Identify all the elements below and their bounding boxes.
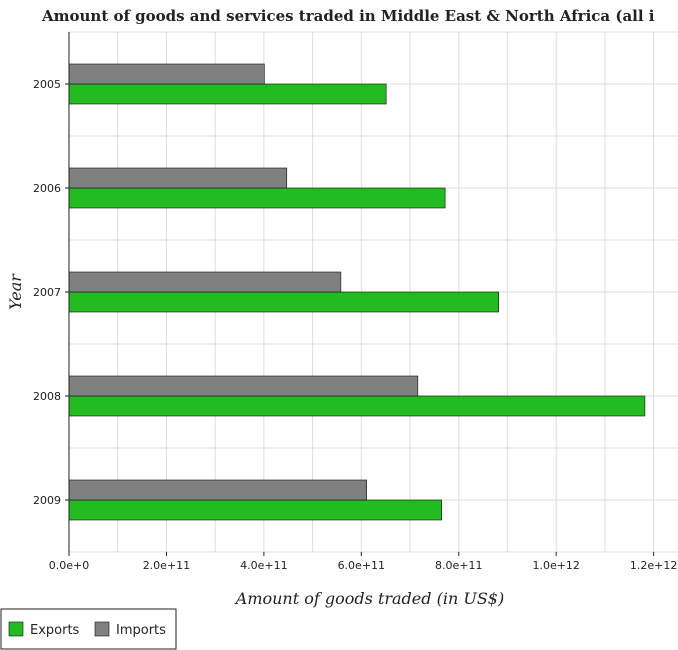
legend-label-exports: Exports — [30, 623, 80, 638]
legend-swatch-imports — [94, 621, 110, 637]
y-tick-label: 2008 — [33, 390, 61, 403]
x-tick-label: 6.0e+11 — [338, 559, 385, 572]
legend-box — [0, 608, 177, 650]
x-axis-label: Amount of goods traded (in US$) — [234, 589, 504, 608]
bar-imports-2009 — [68, 479, 367, 501]
x-tick-label: 1.0e+12 — [532, 559, 579, 572]
axes: 2005 2006 2007 2008 2009 0.0e+0 2.0e+11 4.0e+11… — [33, 32, 677, 572]
x-tick-label: 4.0e+11 — [240, 559, 287, 572]
grid — [68, 31, 678, 553]
x-tick-label: 2.0e+11 — [143, 559, 190, 572]
x-tick-label: 8.0e+11 — [435, 559, 482, 572]
legend-swatch-exports — [8, 621, 24, 637]
y-tick-label: 2006 — [33, 182, 61, 195]
x-tick-label: 0.0e+0 — [49, 559, 89, 572]
bar-exports-2009 — [68, 499, 443, 521]
legend-label-imports: Imports — [116, 623, 166, 638]
x-tick-label: 1.2e+12 — [630, 559, 677, 572]
bar-imports-2007 — [68, 271, 342, 293]
bar-exports-2005 — [68, 83, 387, 105]
bar-imports-2008 — [68, 375, 419, 397]
y-tick-label: 2009 — [33, 494, 61, 507]
bar-imports-2005 — [68, 63, 265, 85]
y-tick-label: 2007 — [33, 286, 61, 299]
chart-title: Amount of goods and services traded in M… — [41, 7, 655, 25]
bar-exports-2008 — [68, 395, 646, 417]
bar-exports-2006 — [68, 187, 446, 209]
legend: Exports Imports — [0, 608, 177, 650]
bar-imports-2006 — [68, 167, 288, 189]
y-tick-label: 2005 — [33, 78, 61, 91]
bars — [68, 63, 646, 521]
y-axis-label: Year — [6, 273, 25, 310]
bar-exports-2007 — [68, 291, 500, 313]
